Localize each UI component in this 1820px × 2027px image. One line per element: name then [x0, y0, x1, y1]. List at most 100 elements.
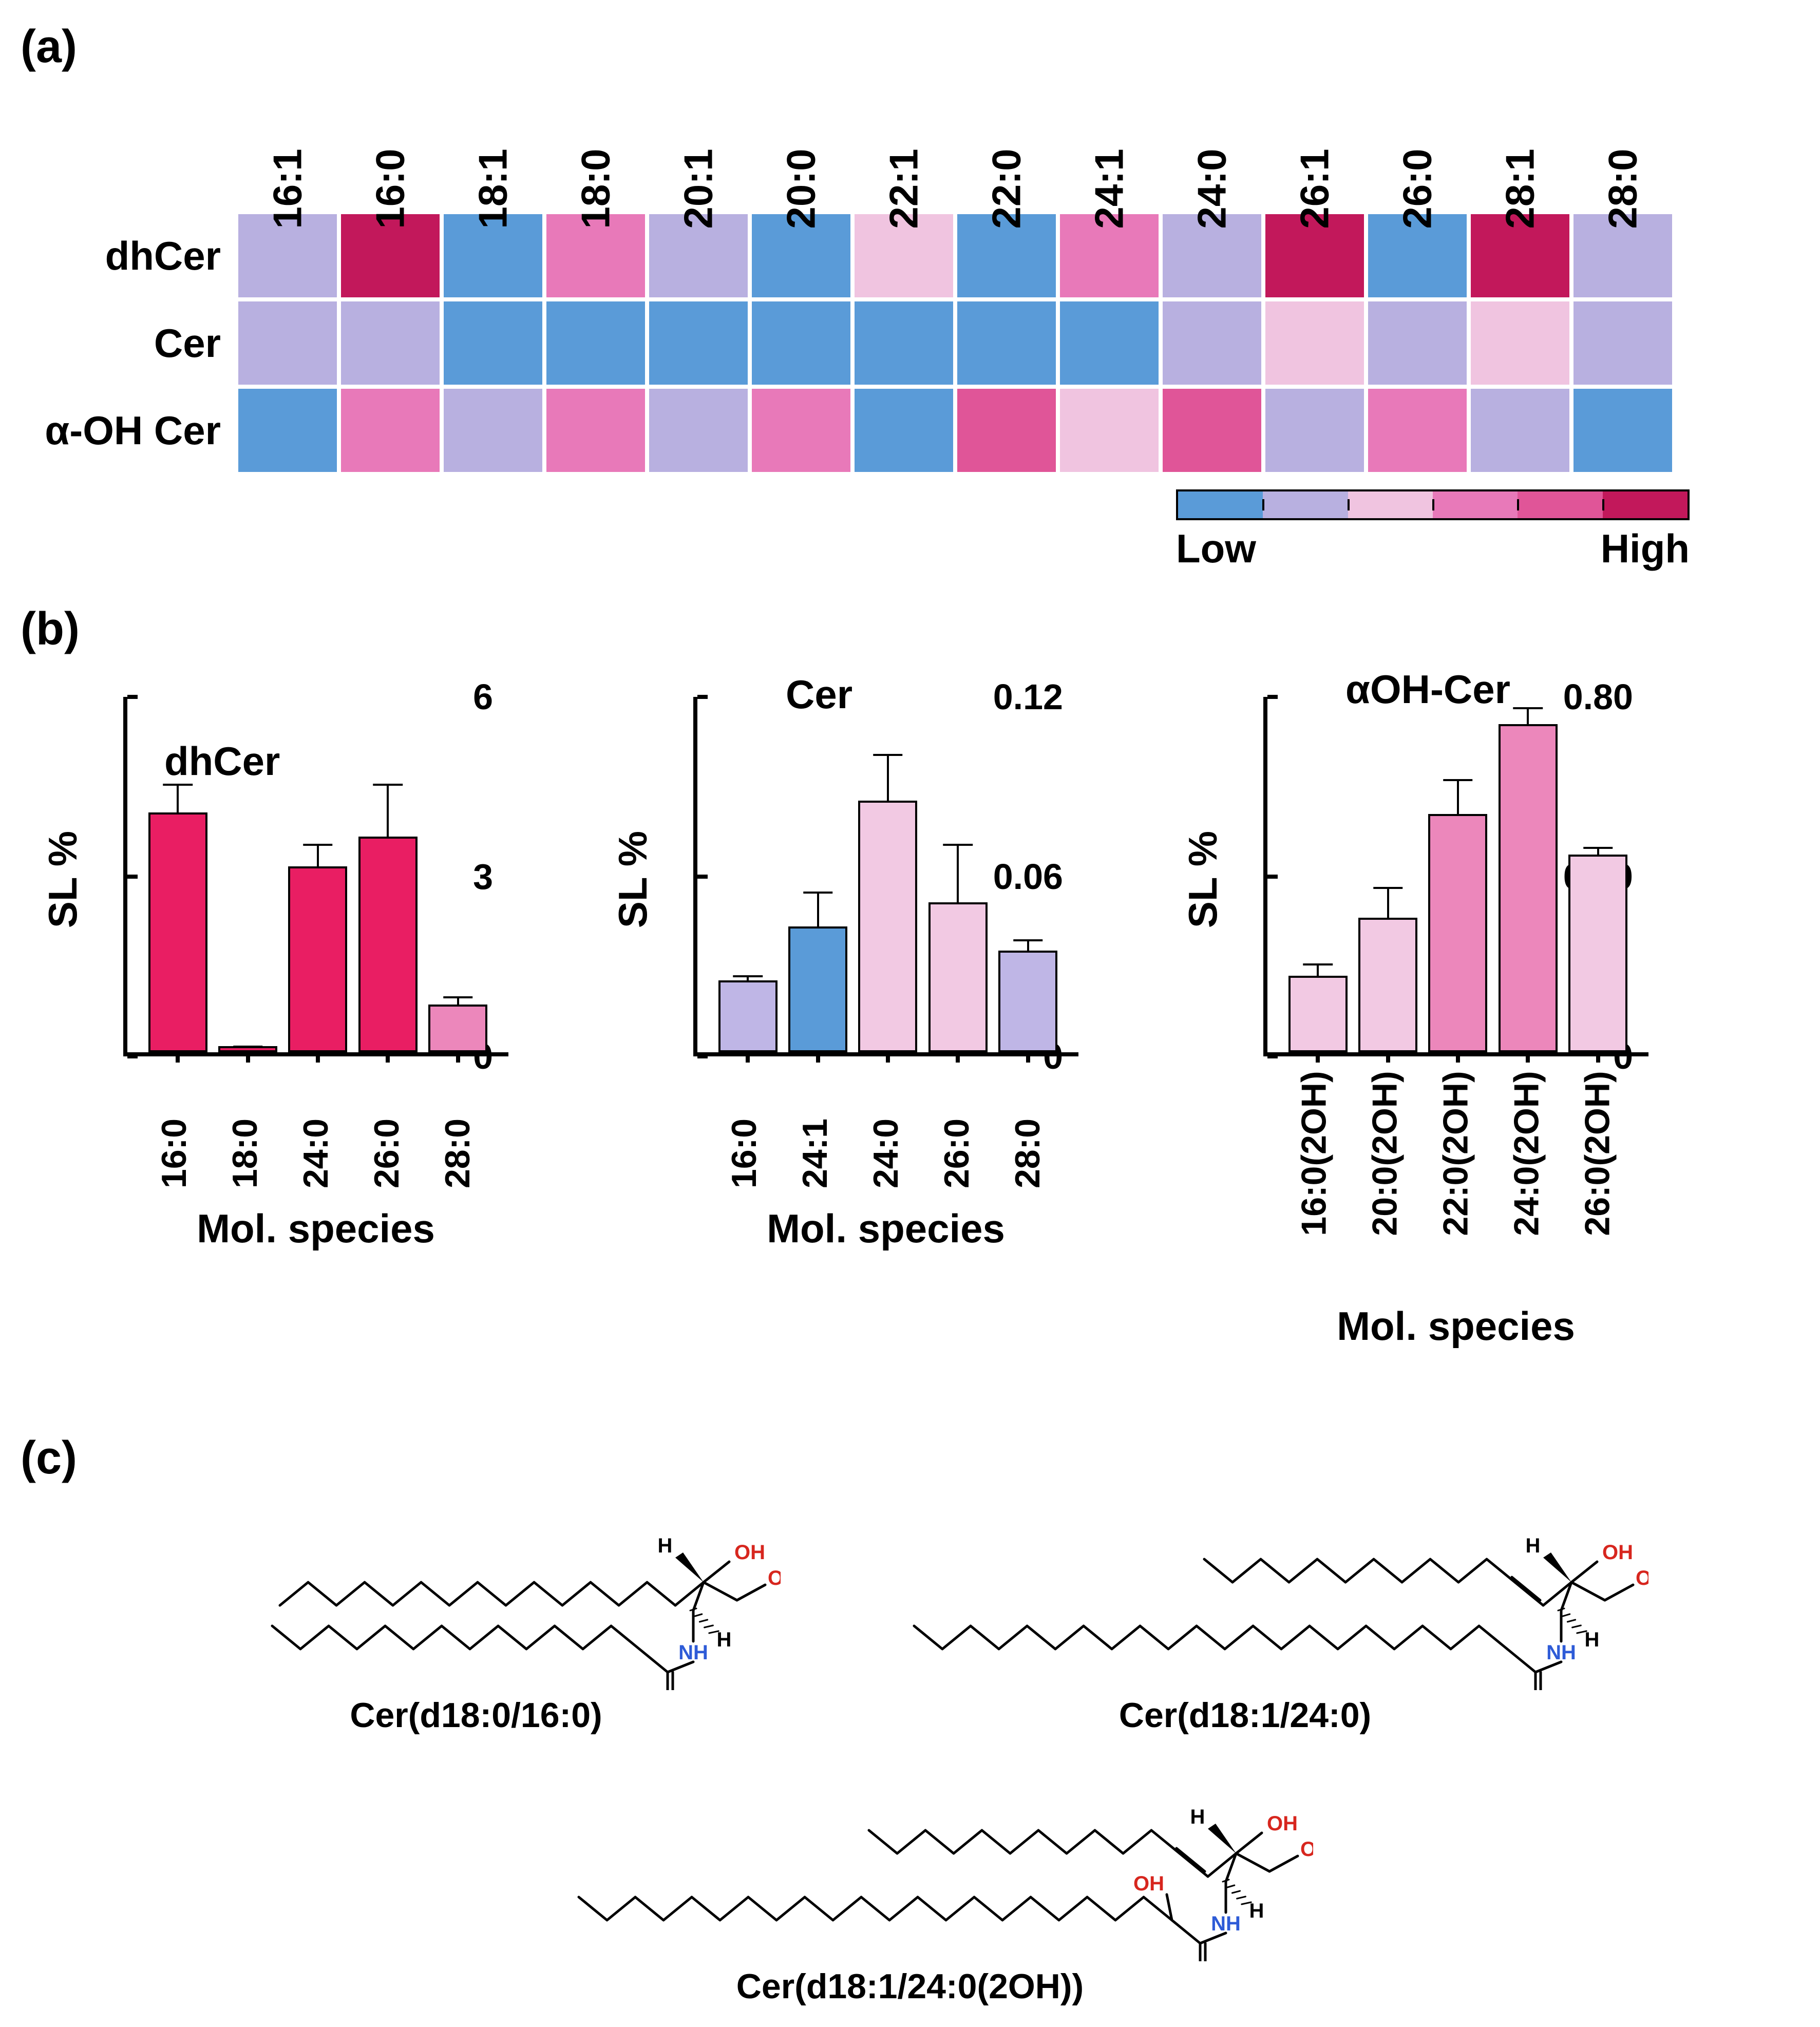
svg-text:OH: OH [734, 1541, 765, 1564]
bar-chart-dhcer: dhCer036SL %16:018:024:026:028:0Mol. spe… [21, 697, 508, 1252]
x-tick-label: 28:0 [438, 1119, 478, 1188]
x-tick-label: 26:0(2OH) [1578, 1071, 1618, 1236]
heatmap-cell [1263, 387, 1366, 474]
svg-text:OH: OH [768, 1567, 781, 1589]
legend-segment [1263, 491, 1348, 518]
heatmap-cell [1366, 299, 1469, 387]
x-tick-label: 18:0 [225, 1119, 265, 1188]
molecule-label: Cer(d18:1/24:0) [1119, 1695, 1371, 1735]
heatmap-cell [647, 299, 750, 387]
x-labels: 16:0 24:1 24:0 26:0 28:0 [693, 1072, 1078, 1195]
bars-container [697, 693, 1078, 1052]
heatmap-cell [852, 299, 955, 387]
x-tick-label: 24:0 [296, 1119, 336, 1188]
svg-text:NH: NH [1546, 1641, 1576, 1664]
bar-charts-row: dhCer036SL %16:018:024:026:028:0Mol. spe… [21, 697, 1799, 1350]
heatmap-col-label: 16:0 [339, 84, 442, 212]
heatmap-cell [955, 299, 1058, 387]
heatmap-row-label: Cer [21, 320, 236, 367]
legend-high: High [1601, 525, 1690, 572]
bar [858, 801, 917, 1052]
bar [1428, 814, 1487, 1052]
svg-text:H: H [1190, 1806, 1205, 1828]
x-tick-label: 26:0 [937, 1119, 977, 1188]
svg-text:H: H [1525, 1535, 1540, 1557]
svg-text:H: H [1249, 1900, 1264, 1922]
heatmap-cell [236, 299, 339, 387]
molecule-structure: HOHOHHNHO [172, 1495, 781, 1690]
heatmap-col-label: 26:1 [1263, 84, 1366, 212]
molecule-structure: HOHOHHNHOOH [507, 1766, 1313, 1961]
molecule-label: Cer(d18:1/24:0(2OH)) [736, 1966, 1084, 2006]
heatmap-row-label: α-OH Cer [21, 407, 236, 454]
bar [358, 837, 418, 1052]
x-labels: 16:0(2OH) 20:0(2OH) 22:0(2OH) 24:0(2OH) 26:0… [1263, 1072, 1648, 1293]
bars-container [127, 693, 508, 1052]
svg-text:OH: OH [1636, 1567, 1648, 1589]
panel-a-label: (a) [21, 21, 1799, 73]
legend-segment [1603, 491, 1688, 518]
x-axis-title: Mol. species [693, 1205, 1078, 1252]
heatmap-cell [544, 299, 647, 387]
chart-axes: 036SL % [123, 697, 508, 1056]
molecule-section: (c) HOHOHHNHOCer(d18:0/16:0)HOHOHHNHOCer… [21, 1432, 1799, 2006]
panel-b-label: (b) [21, 603, 1799, 656]
x-tick-label: 16:0 [154, 1119, 194, 1188]
x-tick-label: 28:0 [1008, 1119, 1048, 1188]
heatmap-cell [1058, 299, 1161, 387]
molecule: HOHOHHNHOCer(d18:1/24:0) [842, 1495, 1648, 1735]
heatmap-cell [750, 299, 852, 387]
heatmap-cell [750, 387, 852, 474]
heatmap-col-label: 16:1 [236, 84, 339, 212]
heatmap-row: α-OH Cer [236, 387, 1799, 474]
molecule: HOHOHHNHOOHCer(d18:1/24:0(2OH)) [507, 1766, 1313, 2006]
heatmap-cell [339, 299, 442, 387]
heatmap-row-label: dhCer [21, 233, 236, 279]
y-axis-title: SL % [40, 831, 86, 928]
svg-text:H: H [657, 1535, 672, 1557]
heatmap-cell [442, 299, 544, 387]
heatmap-col-label: 18:1 [442, 84, 544, 212]
x-axis-title: Mol. species [123, 1205, 508, 1252]
legend-low: Low [1176, 525, 1256, 572]
x-tick-label: 24:0(2OH) [1507, 1071, 1547, 1236]
svg-text:H: H [1584, 1628, 1599, 1651]
bar-chart-cer: Cer00.060.12SL %16:024:124:026:028:0Mol.… [591, 697, 1078, 1252]
heatmap-cell [1571, 299, 1674, 387]
molecule-structure: HOHOHHNHO [842, 1495, 1648, 1690]
x-tick-label: 24:1 [795, 1119, 835, 1188]
heatmap-col-label: 20:1 [647, 84, 750, 212]
legend-segment [1433, 491, 1518, 518]
heatmap-cell [852, 387, 955, 474]
heatmap-cell [1366, 387, 1469, 474]
heatmap-col-label: 24:0 [1161, 84, 1263, 212]
x-tick-label: 16:0(2OH) [1294, 1071, 1334, 1236]
x-axis-title: Mol. species [1263, 1303, 1648, 1350]
heatmap-col-label: 18:0 [544, 84, 647, 212]
x-tick-label: 22:0(2OH) [1436, 1071, 1476, 1236]
x-labels: 16:0 18:0 24:0 26:0 28:0 [123, 1072, 508, 1195]
x-tick-label: 20:0(2OH) [1365, 1071, 1405, 1236]
svg-text:NH: NH [678, 1641, 708, 1664]
heatmap-cell [544, 387, 647, 474]
x-tick-label: 26:0 [367, 1119, 407, 1188]
heatmap-cell [1263, 299, 1366, 387]
heatmap-cell [1469, 299, 1571, 387]
heatmap-col-label: 26:0 [1366, 84, 1469, 212]
svg-text:OH: OH [1267, 1812, 1298, 1835]
heatmap-cell [1161, 299, 1263, 387]
svg-text:OH: OH [1300, 1838, 1313, 1861]
bar [1499, 724, 1558, 1052]
heatmap-col-label: 22:0 [955, 84, 1058, 212]
heatmap-col-label: 22:1 [852, 84, 955, 212]
bar [998, 951, 1057, 1052]
heatmap-legend: Low High [1176, 489, 1799, 572]
heatmap-cell [647, 387, 750, 474]
legend-segment [1348, 491, 1433, 518]
y-axis-title: SL % [610, 831, 656, 928]
molecule-label: Cer(d18:0/16:0) [350, 1695, 602, 1735]
svg-text:NH: NH [1211, 1912, 1241, 1935]
x-tick-label: 16:0 [724, 1119, 764, 1188]
x-tick-label: 24:0 [866, 1119, 906, 1188]
molecule: HOHOHHNHOCer(d18:0/16:0) [172, 1495, 781, 1735]
